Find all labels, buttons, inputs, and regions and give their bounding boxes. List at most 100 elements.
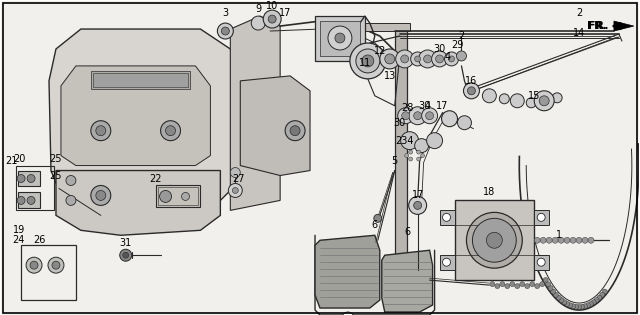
Circle shape: [230, 168, 240, 178]
Circle shape: [536, 93, 552, 109]
Text: 16: 16: [465, 76, 477, 86]
Circle shape: [577, 305, 582, 310]
Circle shape: [27, 175, 35, 182]
Text: 25: 25: [50, 170, 62, 180]
Circle shape: [415, 139, 429, 152]
Circle shape: [218, 23, 234, 39]
Circle shape: [413, 201, 422, 209]
Circle shape: [48, 257, 64, 273]
Circle shape: [409, 157, 413, 161]
Text: 13: 13: [383, 71, 396, 81]
Circle shape: [588, 237, 594, 243]
Circle shape: [445, 52, 458, 66]
Circle shape: [594, 298, 599, 303]
Circle shape: [362, 55, 374, 67]
Text: 9: 9: [255, 4, 261, 14]
Circle shape: [374, 215, 382, 222]
Bar: [16, 166, 54, 210]
Text: 18: 18: [483, 187, 495, 198]
Circle shape: [540, 237, 546, 243]
Text: 22: 22: [149, 174, 162, 184]
Text: 6: 6: [372, 220, 378, 230]
Circle shape: [534, 237, 540, 243]
Circle shape: [559, 298, 564, 303]
Bar: [330, 23, 410, 31]
Circle shape: [431, 51, 447, 67]
Bar: [91, 71, 191, 89]
Circle shape: [422, 108, 438, 124]
Text: 25: 25: [50, 154, 62, 163]
Circle shape: [534, 284, 540, 289]
Text: 2: 2: [576, 8, 582, 18]
Bar: [534, 210, 549, 225]
Circle shape: [427, 133, 442, 149]
Circle shape: [232, 187, 238, 193]
Circle shape: [597, 295, 602, 300]
Circle shape: [580, 304, 584, 309]
Text: 27: 27: [232, 174, 244, 184]
Text: 4: 4: [424, 101, 431, 111]
Text: 17: 17: [436, 101, 449, 111]
Polygon shape: [230, 16, 280, 210]
Circle shape: [573, 304, 579, 309]
Circle shape: [159, 191, 172, 203]
Bar: [156, 186, 200, 207]
Circle shape: [402, 112, 410, 120]
Circle shape: [161, 186, 180, 205]
Circle shape: [415, 56, 420, 62]
Circle shape: [385, 54, 395, 64]
Text: 1: 1: [556, 230, 562, 240]
Text: 24: 24: [12, 235, 24, 245]
Circle shape: [543, 278, 548, 283]
Circle shape: [539, 96, 549, 106]
Circle shape: [350, 43, 386, 79]
Circle shape: [404, 154, 409, 158]
Circle shape: [537, 258, 545, 266]
Circle shape: [411, 52, 424, 66]
Circle shape: [540, 282, 545, 287]
Circle shape: [166, 126, 175, 136]
Circle shape: [409, 197, 427, 215]
Circle shape: [401, 132, 419, 150]
Circle shape: [490, 282, 495, 287]
Circle shape: [562, 300, 567, 305]
Text: 2: 2: [458, 31, 465, 41]
Circle shape: [564, 237, 570, 243]
Circle shape: [426, 112, 433, 120]
Bar: [157, 187, 198, 205]
Circle shape: [546, 282, 550, 287]
Circle shape: [551, 289, 556, 294]
Circle shape: [409, 150, 413, 154]
Circle shape: [510, 282, 515, 287]
Circle shape: [161, 121, 180, 140]
Text: 21: 21: [5, 156, 17, 166]
Circle shape: [467, 87, 476, 95]
Circle shape: [409, 107, 427, 125]
Text: 20: 20: [13, 154, 26, 163]
Text: 14: 14: [573, 28, 585, 38]
Circle shape: [30, 261, 38, 269]
Circle shape: [510, 94, 524, 108]
Bar: [320, 21, 360, 56]
Circle shape: [576, 237, 582, 243]
Circle shape: [449, 56, 454, 62]
Bar: [21, 245, 76, 300]
Circle shape: [472, 218, 516, 262]
Circle shape: [558, 237, 564, 243]
Circle shape: [552, 93, 562, 103]
Text: 5: 5: [392, 156, 398, 166]
Circle shape: [123, 252, 129, 258]
Circle shape: [27, 197, 35, 204]
Circle shape: [66, 195, 76, 205]
Circle shape: [442, 111, 458, 127]
Text: 12: 12: [374, 46, 386, 56]
Bar: [454, 200, 534, 280]
Text: 31: 31: [120, 238, 132, 248]
Text: 4: 4: [444, 52, 451, 62]
Circle shape: [52, 261, 60, 269]
Polygon shape: [49, 29, 240, 215]
Circle shape: [442, 213, 451, 221]
Text: 28: 28: [401, 103, 414, 113]
Circle shape: [564, 301, 570, 306]
Text: 10: 10: [266, 1, 278, 11]
